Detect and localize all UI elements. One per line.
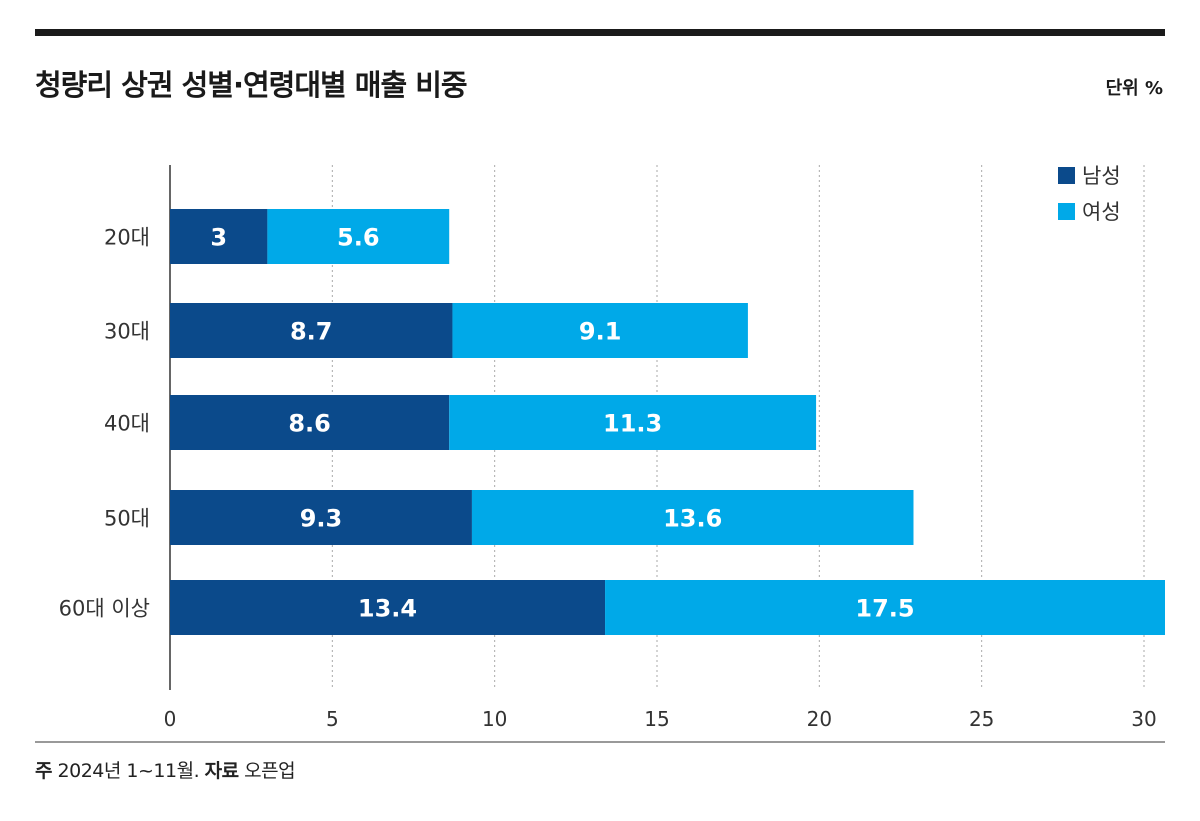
- category-label: 30대: [104, 320, 150, 344]
- source-text: 오픈업: [244, 760, 296, 782]
- x-tick-label: 10: [482, 707, 507, 731]
- bottom-rule: [35, 741, 1165, 743]
- x-tick-label: 30: [1131, 707, 1156, 731]
- top-rule: [35, 29, 1165, 36]
- x-tick-label: 20: [807, 707, 832, 731]
- bar-segment-female: [267, 209, 450, 264]
- category-label: 60대 이상: [59, 597, 150, 621]
- data-label: 13.4: [358, 595, 417, 623]
- data-label: 9.3: [300, 505, 343, 533]
- bar-segment-male: [170, 303, 453, 358]
- bar-segment-male: [170, 209, 268, 264]
- data-label: 3: [210, 224, 227, 252]
- bar-segment-female: [471, 490, 914, 545]
- source-label: 자료: [204, 760, 239, 782]
- data-label: 13.6: [663, 505, 722, 533]
- footnote: 주 2024년 1~11월. 자료 오픈업: [35, 756, 296, 783]
- data-label: 5.6: [337, 224, 380, 252]
- bar-segment-male: [170, 490, 472, 545]
- category-label: 20대: [104, 226, 150, 250]
- note-text: 2024년 1~11월.: [57, 760, 200, 782]
- bar-segment-female: [452, 303, 748, 358]
- category-label: 50대: [104, 507, 150, 531]
- data-label: 11.3: [603, 410, 662, 438]
- data-label: 8.7: [290, 318, 333, 346]
- legend-label: 여성: [1082, 200, 1121, 224]
- x-tick-label: 0: [164, 707, 177, 731]
- legend-swatch: [1058, 203, 1075, 220]
- unit-label: 단위 %: [1105, 78, 1163, 99]
- legend-swatch: [1058, 167, 1075, 184]
- x-tick-label: 5: [326, 707, 339, 731]
- data-label: 8.6: [288, 410, 331, 438]
- legend-label: 남성: [1082, 164, 1121, 188]
- bar-segment-female: [605, 580, 1165, 635]
- bars-group: [170, 209, 1165, 635]
- bar-segment-female: [449, 395, 817, 450]
- bar-segment-male: [170, 580, 606, 635]
- bar-segment-male: [170, 395, 450, 450]
- note-label: 주: [35, 760, 52, 782]
- x-tick-label: 25: [969, 707, 994, 731]
- data-label: 17.5: [855, 595, 914, 623]
- chart-title: 청량리 상권 성별·연령대별 매출 비중: [35, 68, 468, 102]
- x-tick-label: 15: [644, 707, 669, 731]
- category-label: 40대: [104, 412, 150, 436]
- data-label: 9.1: [579, 318, 622, 346]
